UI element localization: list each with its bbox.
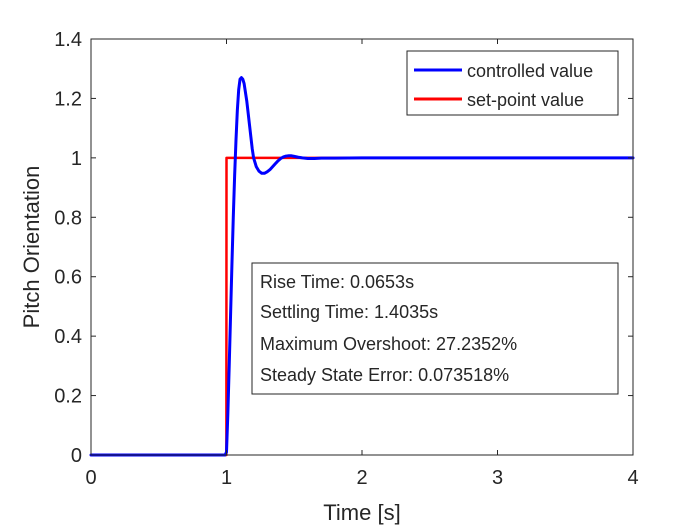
- annotation-steady-state-error: Steady State Error: 0.073518%: [260, 365, 509, 385]
- y-tick-label: 0.6: [54, 267, 82, 289]
- legend: controlled value set-point value: [406, 50, 619, 116]
- x-tick-label: 3: [492, 467, 503, 489]
- annotation-box: Rise Time: 0.0653s Settling Time: 1.4035…: [251, 262, 619, 395]
- x-tick-label: 1: [221, 467, 232, 489]
- annotation-settling-time: Settling Time: 1.4035s: [260, 302, 438, 322]
- annotation-rise-time: Rise Time: 0.0653s: [260, 272, 414, 292]
- y-tick-label: 0.4: [54, 326, 82, 348]
- y-tick-label: 1.2: [54, 88, 82, 110]
- x-axis-label: Time [s]: [323, 500, 400, 525]
- annotation-box-frame: [251, 262, 619, 395]
- y-axis-label: Pitch Orientation: [19, 166, 44, 329]
- x-tick-label: 4: [627, 467, 638, 489]
- ticks-layer: 0 1 2 3 4 0 0.2 0.4 0.6 0.8 1 1.2 1.4: [54, 29, 638, 489]
- legend-label-controlled-value: controlled value: [467, 61, 593, 81]
- annotation-max-overshoot: Maximum Overshoot: 27.2352%: [260, 334, 517, 354]
- legend-label-set-point-value: set-point value: [467, 90, 584, 110]
- y-tick-label: 1: [71, 148, 82, 170]
- x-tick-label: 0: [85, 467, 96, 489]
- y-tick-label: 0: [71, 445, 82, 467]
- y-tick-label: 1.4: [54, 29, 82, 51]
- x-tick-label: 2: [356, 467, 367, 489]
- y-tick-label: 0.8: [54, 207, 82, 229]
- series-line-controlled-value: [89, 76, 635, 457]
- y-tick-label: 0.2: [54, 386, 82, 408]
- legend-box: [406, 50, 619, 116]
